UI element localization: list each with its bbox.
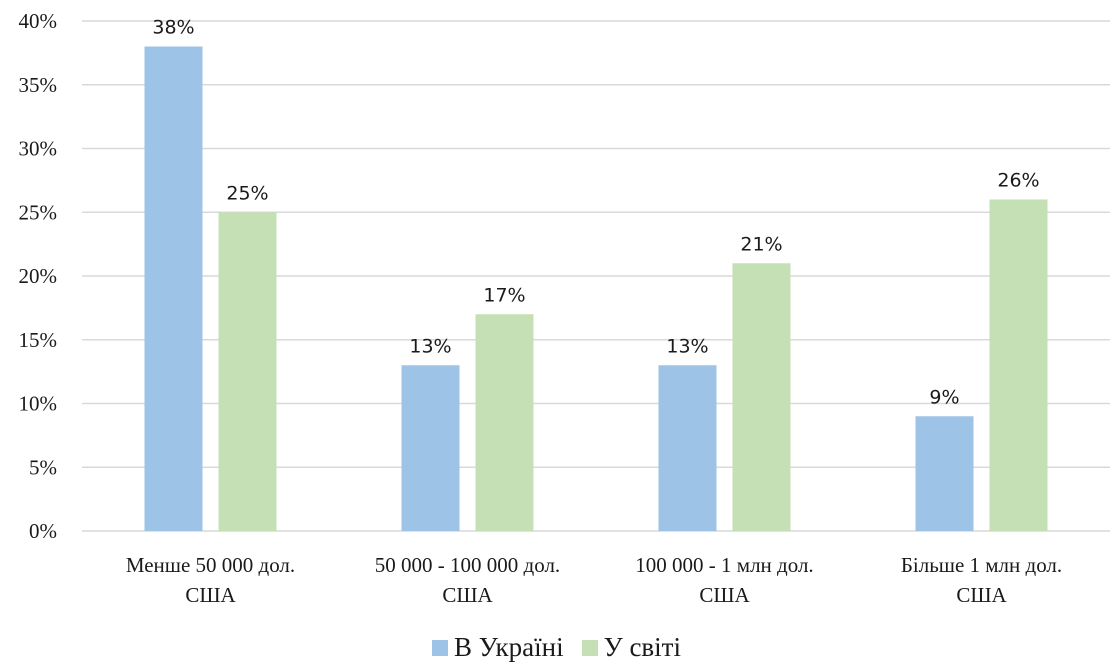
bar-chart: 0% 5% 10% 15% 20% 25% 30% 35% 40% 38% 25% 13% 17% 13… bbox=[19, 9, 1110, 607]
y-tick-label: 35% bbox=[19, 73, 58, 97]
data-label-ukraine: 13% bbox=[409, 335, 451, 357]
legend-label-ukraine: В Україні bbox=[454, 632, 564, 662]
category-label: 100 000 - 1 млн дол. bbox=[635, 553, 813, 577]
category-label: 50 000 - 100 000 дол. bbox=[375, 553, 560, 577]
data-labels: 38% 25% 13% 17% 13% 21% 9% 26% bbox=[152, 17, 1039, 409]
bar-world bbox=[732, 263, 791, 531]
category-label: США bbox=[185, 583, 236, 607]
legend: В Україні У світі bbox=[0, 632, 1113, 663]
bar-ukraine bbox=[401, 365, 460, 531]
data-label-ukraine: 13% bbox=[666, 335, 708, 357]
data-label-world: 21% bbox=[740, 233, 782, 255]
y-tick-label: 5% bbox=[29, 455, 57, 479]
legend-swatch-ukraine bbox=[432, 639, 449, 656]
data-label-ukraine: 9% bbox=[929, 386, 959, 408]
category-label: Менше 50 000 дол. bbox=[126, 553, 295, 577]
data-label-world: 25% bbox=[226, 182, 268, 204]
data-label-world: 26% bbox=[997, 170, 1039, 192]
bar-world bbox=[475, 314, 534, 531]
bars bbox=[144, 46, 1048, 531]
y-axis-tick-labels: 0% 5% 10% 15% 20% 25% 30% 35% 40% bbox=[19, 9, 58, 543]
legend-item-world: У світі bbox=[581, 632, 681, 663]
y-tick-label: 0% bbox=[29, 519, 57, 543]
data-label-world: 17% bbox=[483, 284, 525, 306]
y-tick-label: 20% bbox=[19, 264, 58, 288]
y-tick-label: 25% bbox=[19, 200, 58, 224]
legend-item-ukraine: В Україні bbox=[432, 632, 564, 663]
y-tick-label: 30% bbox=[19, 137, 58, 161]
bar-ukraine bbox=[658, 365, 717, 531]
category-label: Більше 1 млн дол. bbox=[901, 553, 1062, 577]
bar-world bbox=[218, 212, 277, 531]
legend-label-world: У світі bbox=[603, 632, 681, 662]
y-tick-label: 40% bbox=[19, 9, 58, 33]
bar-ukraine bbox=[915, 416, 974, 531]
y-tick-label: 15% bbox=[19, 328, 58, 352]
y-tick-label: 10% bbox=[19, 392, 58, 416]
bar-ukraine bbox=[144, 46, 203, 531]
bar-world bbox=[989, 199, 1048, 531]
data-label-ukraine: 38% bbox=[152, 17, 194, 39]
category-label: США bbox=[442, 583, 493, 607]
category-label: США bbox=[699, 583, 750, 607]
category-labels: Менше 50 000 дол. США 50 000 - 100 000 дол… bbox=[126, 553, 1062, 607]
legend-swatch-world bbox=[581, 639, 598, 656]
category-label: США bbox=[956, 583, 1007, 607]
